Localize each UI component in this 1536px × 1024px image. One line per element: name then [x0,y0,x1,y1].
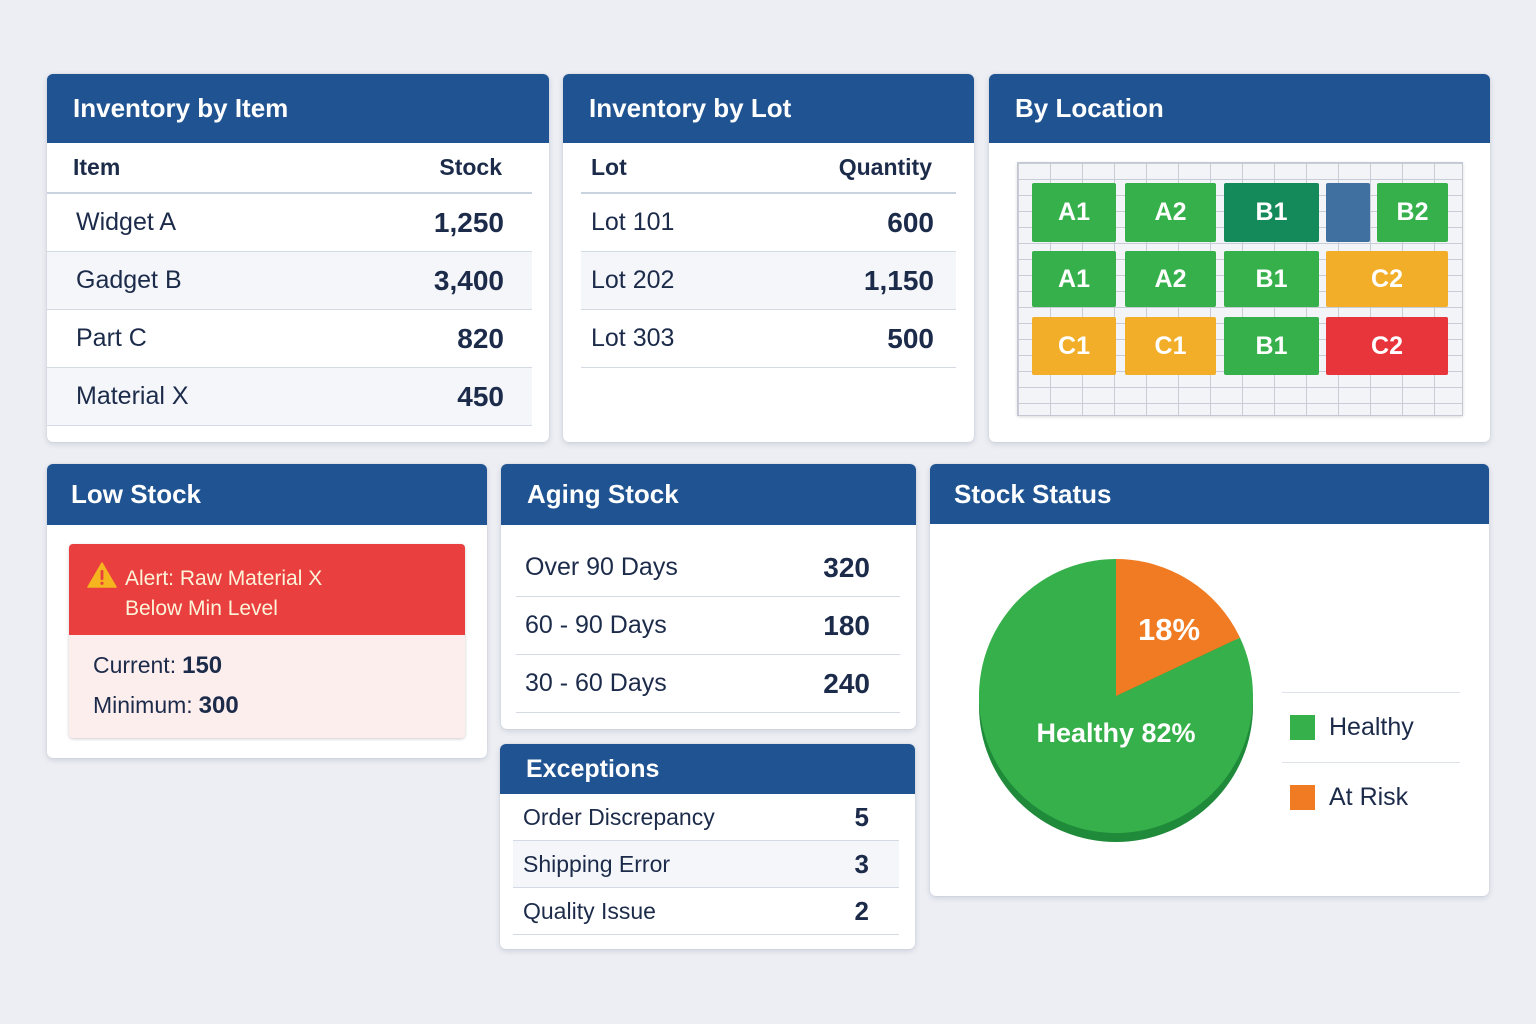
low-stock-title: Low Stock [47,464,487,525]
location-bin[interactable]: B1 [1224,317,1319,375]
item-stock: 820 [457,322,504,354]
exception-count: 3 [854,848,869,879]
location-bin[interactable]: B1 [1224,183,1319,242]
item-stock: 3,400 [433,264,504,296]
lot-name: Lot 303 [591,324,675,352]
location-bin[interactable]: A2 [1125,183,1216,242]
stock-status-card: Stock Status Healthy 82% 18% Healthy At … [930,464,1489,896]
pie-slice-at-risk [1116,559,1240,696]
exceptions-card: Exceptions Order Discrepancy 5 Shipping … [500,744,915,949]
item-name: Gadget B [76,266,182,294]
stock-status-pie-chart: Healthy 82% 18% [979,559,1253,842]
aging-range: Over 90 Days [525,553,678,581]
table-row[interactable]: Order Discrepancy 5 [513,794,899,841]
location-bin[interactable]: C2 [1326,251,1448,307]
column-header-lot: Lot [591,154,627,180]
table-row[interactable]: Material X 450 [47,368,532,426]
item-name: Widget A [76,208,177,236]
column-header-item: Item [73,154,121,180]
inventory-by-item-card: Inventory by Item Item Stock Widget A 1,… [47,74,549,442]
table-row[interactable]: Lot 303 500 [581,310,956,368]
table-row[interactable]: Shipping Error 3 [513,841,899,888]
by-location-card: By Location A1 A2 B1 B2 A1 A2 B1 C2 C1 C… [989,74,1490,442]
lot-quantity: 600 [887,206,934,238]
column-header-stock: Stock [439,154,502,180]
table-row[interactable]: Lot 202 1,150 [581,252,956,310]
by-location-title: By Location [989,74,1490,143]
aging-value: 180 [823,609,870,641]
minimum-level: Minimum: 300 [93,692,239,720]
location-bin[interactable] [1326,183,1370,242]
location-bin[interactable]: C1 [1125,317,1216,375]
inventory-by-lot-card: Inventory by Lot Lot Quantity Lot 101 60… [563,74,974,442]
table-row[interactable]: 60 - 90 Days 180 [516,597,900,655]
column-header-quantity: Quantity [838,154,932,180]
alert-message-line1: Alert: Raw Material X [125,567,323,590]
legend-label-at-risk: At Risk [1329,783,1409,811]
location-grid: A1 A2 B1 B2 A1 A2 B1 C2 C1 C1 B1 C2 [1017,162,1463,416]
inventory-by-lot-table: Lot Quantity Lot 101 600 Lot 202 1,150 L… [563,143,974,368]
location-bin[interactable]: B2 [1377,183,1448,242]
legend-swatch-at-risk [1290,785,1315,810]
item-name: Material X [76,382,189,410]
exception-name: Order Discrepancy [523,803,715,830]
legend-item-healthy[interactable]: Healthy [1282,692,1460,762]
alert-message-line2: Below Min Level [125,597,278,620]
table-row[interactable]: Lot 101 600 [581,194,956,252]
inventory-by-lot-title: Inventory by Lot [563,74,974,143]
item-stock: 450 [457,380,504,412]
inventory-by-item-table: Item Stock Widget A 1,250 Gadget B 3,400… [47,143,549,426]
current-level: Current: 150 [93,652,222,680]
current-value: 150 [182,652,223,679]
lot-quantity: 1,150 [863,264,934,296]
legend-swatch-healthy [1290,715,1315,740]
legend-item-at-risk[interactable]: At Risk [1282,762,1460,832]
minimum-value: 300 [198,692,239,719]
table-row[interactable]: Quality Issue 2 [513,888,899,935]
location-bin[interactable]: C1 [1032,317,1116,375]
table-row[interactable]: Over 90 Days 320 [516,539,900,597]
aging-stock-title: Aging Stock [501,464,916,525]
item-stock: 1,250 [433,206,504,238]
exception-count: 5 [854,801,869,832]
table-row[interactable]: Gadget B 3,400 [47,252,532,310]
legend-label-healthy: Healthy [1329,713,1414,741]
location-bin[interactable]: A2 [1125,251,1216,307]
exception-name: Quality Issue [523,897,656,924]
lot-quantity: 500 [887,322,934,354]
table-header: Lot Quantity [581,143,956,194]
aging-range: 30 - 60 Days [525,669,667,697]
table-row[interactable]: Widget A 1,250 [47,194,532,252]
location-bin[interactable]: B1 [1224,251,1319,307]
aging-range: 60 - 90 Days [525,611,667,639]
location-bin[interactable]: A1 [1032,251,1116,307]
exceptions-title: Exceptions [500,744,915,794]
stock-status-title: Stock Status [930,464,1489,524]
aging-value: 240 [823,667,870,699]
pie-label-at-risk: 18% [1138,612,1200,647]
exception-count: 2 [854,895,869,926]
location-bin[interactable]: C2 [1326,317,1448,375]
item-name: Part C [76,324,147,352]
aging-stock-table: Over 90 Days 320 60 - 90 Days 180 30 - 6… [501,525,916,713]
aging-value: 320 [823,551,870,583]
aging-stock-card: Aging Stock Over 90 Days 320 60 - 90 Day… [501,464,916,729]
low-stock-card: Low Stock Alert: Raw Material X Below Mi… [47,464,487,758]
current-label: Current: [93,652,177,678]
exception-name: Shipping Error [523,850,671,877]
lot-name: Lot 202 [591,266,675,294]
location-bin[interactable]: A1 [1032,183,1116,242]
table-header: Item Stock [47,143,532,194]
pie-label-healthy: Healthy 82% [1036,718,1195,748]
low-stock-alert[interactable]: Alert: Raw Material X Below Min Level Cu… [69,544,465,738]
alert-message: Alert: Raw Material X Below Min Level [91,564,465,624]
minimum-label: Minimum: [93,692,193,718]
exceptions-table: Order Discrepancy 5 Shipping Error 3 Qua… [500,794,915,935]
alert-header: Alert: Raw Material X Below Min Level [69,544,465,635]
table-row[interactable]: 30 - 60 Days 240 [516,655,900,713]
lot-name: Lot 101 [591,208,675,236]
warning-icon [87,562,117,594]
table-row[interactable]: Part C 820 [47,310,532,368]
inventory-by-item-title: Inventory by Item [47,74,549,143]
